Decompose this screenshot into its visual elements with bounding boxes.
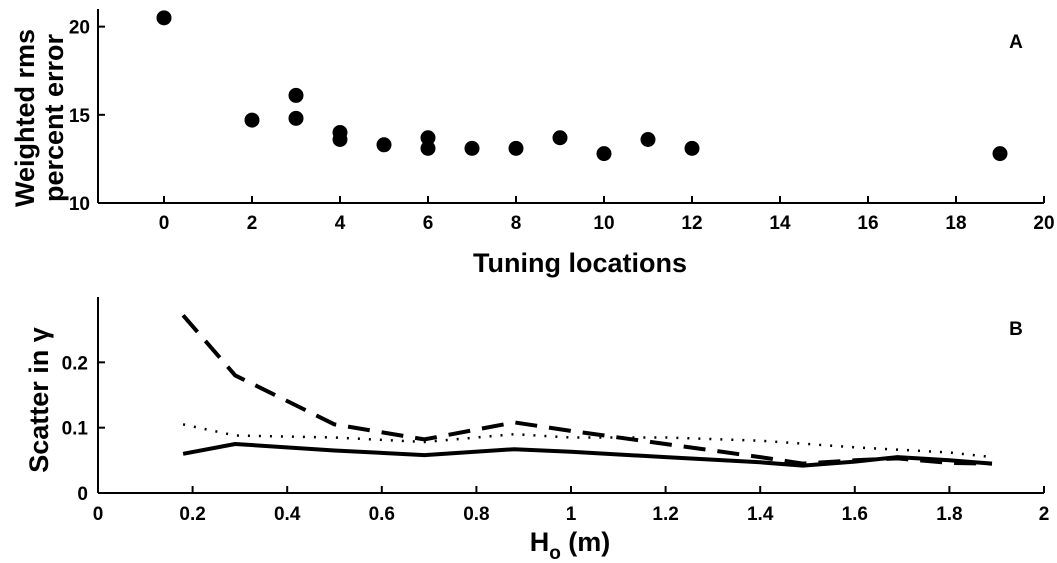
- panel-a-y-tick-label: 10: [69, 194, 90, 215]
- panel-a-data-point: [992, 146, 1008, 162]
- panel-a-x-tick-label: 0: [159, 213, 170, 234]
- panel-b-x-tick-label: 1: [566, 504, 577, 525]
- panel-b-x-tick-label: 0.4: [274, 504, 301, 525]
- panel-a-plot-area: 0 2 4 6 8 10 12 14 16 18 20 10 15 20: [69, 9, 1055, 234]
- panel-b-y-tick-label: 0.2: [62, 353, 88, 374]
- panel-b-x-tick-label: 1.4: [747, 504, 774, 525]
- panel-b-x-tick-label: 0.2: [179, 504, 205, 525]
- panel-a-x-tick-label: 2: [247, 213, 258, 234]
- panel-a-data-point: [288, 110, 304, 126]
- panel-a-x-tick-label: 10: [593, 213, 614, 234]
- panel-b-x-tick-label: 0.8: [463, 504, 489, 525]
- panel-b-xlabel-unit: (m): [561, 527, 611, 557]
- panel-a-data-point: [596, 146, 612, 162]
- panel-a-data-point: [640, 132, 656, 148]
- panel-b-series-dotted: [182, 423, 993, 459]
- panel-b-plot-area: 0 0.2 0.4 0.6 0.8 1 1.2 1.4 1.6 1.8 2 0 0.1 0.2: [62, 297, 1050, 525]
- panel-a-x-tick-label: 20: [1033, 213, 1054, 234]
- panel-a-x-tick-label: 6: [423, 213, 434, 234]
- panel-a-scatter-chart: 0 2 4 6 8 10 12 14 16 18 20 10 15 20 Weighted rms per…: [10, 9, 1055, 278]
- panel-b-x-tick-label: 2: [1039, 504, 1050, 525]
- panel-a-data-point: [288, 87, 304, 103]
- panel-b-x-tick-label: 1.6: [842, 504, 868, 525]
- panel-a-label: A: [1009, 32, 1023, 53]
- panel-b-xlabel-main: H: [530, 527, 550, 557]
- panel-a-x-tick-label: 8: [511, 213, 522, 234]
- panel-b-label: B: [1009, 319, 1023, 340]
- panel-b-x-tick-label: 1.8: [936, 504, 962, 525]
- panel-a-x-tick-label: 14: [769, 213, 791, 234]
- panel-b-series-dashed: [181, 313, 993, 466]
- panel-a-data-point: [508, 140, 524, 156]
- panel-b-x-tick-label: 0: [93, 504, 104, 525]
- panel-b-y-tick-label: 0: [77, 484, 88, 505]
- panel-a-data-point: [684, 140, 700, 156]
- panel-b-series-solid: [182, 442, 993, 468]
- panel-a-data-point: [420, 130, 436, 146]
- panel-b-y-tick-label: 0.1: [62, 419, 89, 440]
- panel-b-x-tick-label: 1.2: [652, 504, 678, 525]
- panel-a-ylabel-line-2: percent error: [39, 33, 69, 202]
- panel-b-ylabel: Scatter in γ: [24, 327, 54, 473]
- panel-b-line-chart: 0 0.2 0.4 0.6 0.8 1 1.2 1.4 1.6 1.8 2 0 0.1 0.2 Scatt…: [24, 297, 1049, 563]
- panel-a-xlabel: Tuning locations: [473, 248, 687, 278]
- panel-a-data-point: [156, 10, 172, 26]
- panel-a-data-point: [464, 140, 480, 156]
- panel-b-xlabel: Ho (m): [530, 527, 611, 563]
- panel-b-x-tick-label: 0.6: [369, 504, 395, 525]
- panel-a-data-point: [420, 140, 436, 156]
- panel-a-data-point: [552, 130, 568, 146]
- panel-a-x-tick-label: 4: [335, 213, 346, 234]
- panel-a-data-point: [244, 112, 260, 128]
- panel-a-data-point: [332, 132, 348, 148]
- panel-a-x-tick-label: 16: [857, 213, 878, 234]
- panel-a-y-tick-label: 15: [69, 106, 91, 127]
- panel-a-x-tick-label: 18: [945, 213, 966, 234]
- panel-a-x-tick-label: 12: [681, 213, 702, 234]
- panel-a-data-point: [376, 137, 392, 153]
- panel-b-xlabel-subscript: o: [549, 543, 561, 563]
- panel-a-ylabel-line-1: Weighted rms: [10, 29, 40, 207]
- panel-a-y-tick-label: 20: [69, 18, 90, 39]
